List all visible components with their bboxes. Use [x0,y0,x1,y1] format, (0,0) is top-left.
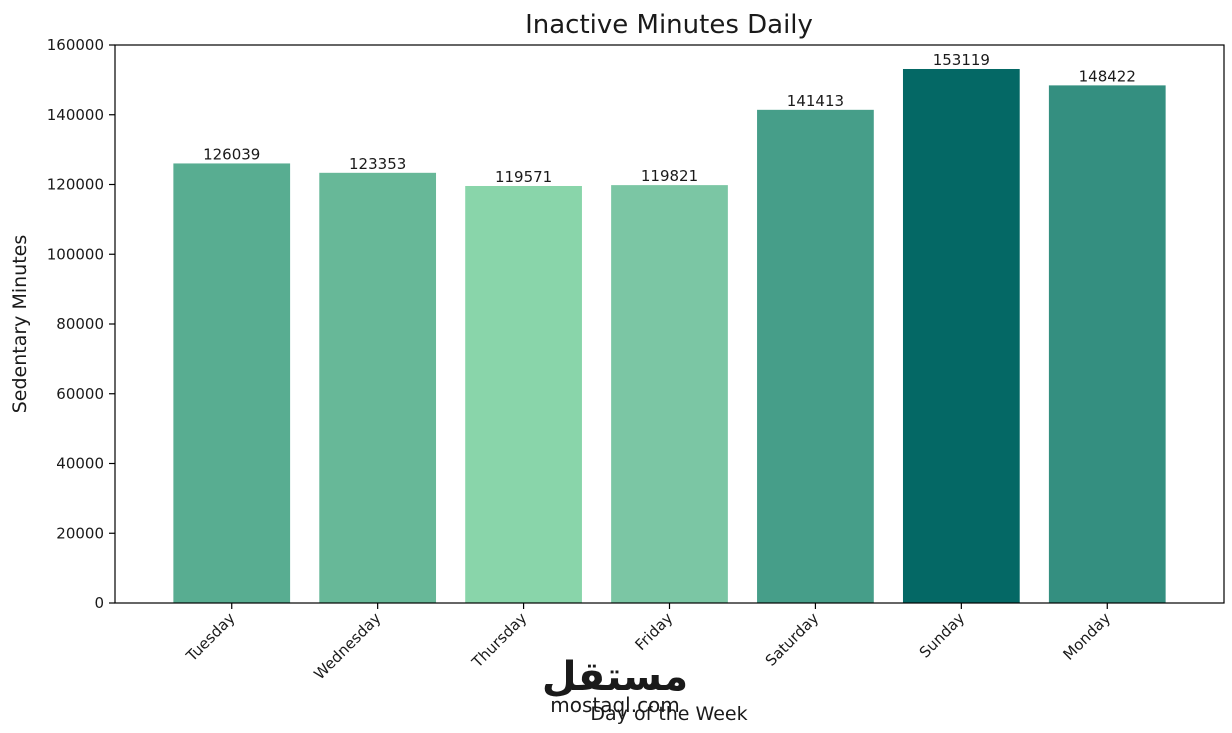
data-label-saturday: 141413 [787,92,844,110]
y-tick-label: 80000 [56,315,104,333]
watermark-text: mostaql.com [550,693,680,717]
bar-sunday [902,68,1020,603]
data-label-tuesday: 126039 [203,145,260,163]
bar-saturday [757,109,874,604]
data-label-thursday: 119571 [495,168,552,186]
y-tick-label: 120000 [47,176,104,194]
y-tick-label: 0 [94,594,104,612]
x-tick-label-sunday: Sunday [916,609,969,662]
x-tick-label-saturday: Saturday [762,609,823,670]
data-label-sunday: 153119 [933,51,990,69]
x-axis-label: Day of the Week [590,703,747,725]
data-label-wednesday: 123353 [349,155,406,173]
y-tick-label: 100000 [47,245,104,263]
y-tick-label: 160000 [47,36,104,54]
x-tick-label-monday: Monday [1059,609,1114,664]
bar-friday [611,185,728,603]
x-tick-label-wednesday: Wednesday [310,609,384,683]
chart-title: Inactive Minutes Daily [525,10,813,40]
x-tick-label-thursday: Thursday [468,609,531,672]
data-label-friday: 119821 [641,167,698,185]
y-tick-label: 20000 [56,524,104,542]
y-tick-label: 40000 [56,455,104,473]
watermark: مستقل mostaql.com [542,654,688,717]
bar-tuesday [173,163,291,604]
bar-monday [1048,85,1166,603]
data-label-monday: 148422 [1079,67,1136,85]
watermark-logo: مستقل [542,654,688,700]
y-tick-label: 140000 [47,106,104,124]
x-tick-label-tuesday: Tuesday [182,609,239,666]
y-axis-label: Sedentary Minutes [9,235,31,414]
bar-thursday [465,185,582,603]
y-tick-label: 60000 [56,385,104,403]
x-tick-label-friday: Friday [631,609,676,654]
plot-area: 126039 123353 119571 119821 141413 153119 1484… [47,36,1225,683]
bar-wednesday [319,172,437,604]
